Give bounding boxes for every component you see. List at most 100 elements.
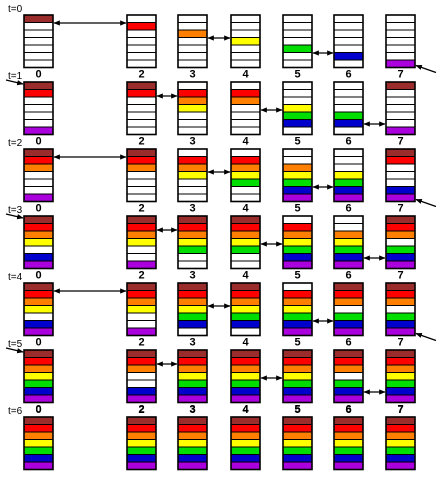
stack-cell — [23, 446, 54, 455]
stack-cell — [282, 230, 313, 239]
stack-cell — [385, 260, 416, 269]
stack-cell — [230, 126, 261, 135]
stack-cell — [282, 372, 313, 381]
stack-outline — [333, 416, 364, 471]
stack-cell — [126, 327, 157, 336]
column-label: 4 — [242, 337, 249, 349]
stack-cell — [23, 81, 54, 90]
stack-cell — [23, 387, 54, 396]
stack-cell — [385, 424, 416, 433]
stack-cell — [23, 119, 54, 128]
stack-cell — [177, 372, 208, 381]
stack-outline — [126, 14, 157, 69]
stack-cell — [126, 104, 157, 113]
stack-cell — [23, 163, 54, 172]
node-stack: 0 — [23, 404, 54, 471]
stack-cell — [333, 156, 364, 165]
stack-cell — [230, 260, 261, 269]
node-stack: 5 — [282, 215, 313, 282]
stack-cell — [126, 431, 157, 440]
column-label: 3 — [189, 203, 195, 215]
stack-cell — [177, 379, 208, 388]
stack-cell — [126, 52, 157, 61]
stack-cell — [177, 416, 208, 425]
stack-cell — [385, 186, 416, 195]
stack-cell — [23, 253, 54, 262]
column-label: 3 — [189, 404, 195, 416]
node-stack: 2 — [126, 215, 157, 282]
stack-cell — [126, 253, 157, 262]
column-label: 5 — [294, 203, 300, 215]
stack-outline — [230, 215, 261, 270]
stack-cell — [385, 394, 416, 403]
time-step: t=1 0 2 3 4 5 6 7 — [5, 71, 416, 148]
stack-cell — [282, 387, 313, 396]
stack-outline — [282, 282, 313, 337]
stack-cell — [282, 215, 313, 224]
stack-cell — [333, 126, 364, 135]
column-label: 6 — [345, 404, 351, 416]
stack-cell — [126, 320, 157, 329]
stack-cell — [282, 14, 313, 23]
stack-cell — [385, 215, 416, 224]
stack-cell — [177, 253, 208, 262]
stack-outline — [126, 148, 157, 203]
stack-cell — [177, 178, 208, 187]
stack-outline — [282, 349, 313, 404]
stack-cell — [333, 14, 364, 23]
stack-cell — [23, 327, 54, 336]
stack-cell — [23, 349, 54, 358]
stack-cell — [23, 238, 54, 247]
column-label: 0 — [35, 270, 41, 282]
stack-cell — [385, 327, 416, 336]
stack-cell — [333, 357, 364, 366]
stack-cell — [385, 238, 416, 247]
stack-cell — [282, 461, 313, 470]
stack-outline — [333, 81, 364, 136]
stack-cell — [333, 416, 364, 425]
node-stack: 2 — [126, 14, 157, 81]
stack-cell — [177, 215, 208, 224]
node-stack: 6 — [333, 215, 364, 282]
stack-cell — [126, 126, 157, 135]
stack-cell — [126, 119, 157, 128]
stack-cell — [385, 282, 416, 291]
stack-cell — [385, 349, 416, 358]
column-label: 0 — [35, 203, 41, 215]
stack-cell — [230, 89, 261, 98]
stack-cell — [126, 44, 157, 53]
stack-cell — [230, 253, 261, 262]
stack-cell — [23, 357, 54, 366]
stack-cell — [282, 320, 313, 329]
node-stack: 3 — [177, 148, 208, 215]
node-stack: 6 — [333, 349, 364, 416]
stack-cell — [126, 349, 157, 358]
stack-cell — [230, 111, 261, 120]
stack-cell — [385, 387, 416, 396]
stack-cell — [282, 282, 313, 291]
stack-cell — [126, 245, 157, 254]
stack-cell — [23, 379, 54, 388]
column-label: 3 — [189, 69, 195, 81]
stack-cell — [333, 320, 364, 329]
column-label: 3 — [189, 136, 195, 148]
stack-cell — [230, 81, 261, 90]
stack-cell — [126, 372, 157, 381]
stack-cell — [282, 81, 313, 90]
stack-cell — [385, 52, 416, 61]
stack-cell — [177, 260, 208, 269]
stack-cell — [333, 282, 364, 291]
node-stack: 2 — [126, 282, 157, 349]
column-label: 2 — [138, 337, 144, 349]
wrap-out-arrow — [415, 64, 437, 74]
stack-cell — [230, 104, 261, 113]
stack-cell — [126, 171, 157, 180]
stack-cell — [230, 372, 261, 381]
column-label: 4 — [242, 270, 249, 282]
wrap-out-arrow — [415, 198, 437, 208]
stack-cell — [126, 394, 157, 403]
stack-cell — [177, 461, 208, 470]
stack-cell — [177, 163, 208, 172]
stack-cell — [126, 387, 157, 396]
stack-cell — [177, 223, 208, 232]
